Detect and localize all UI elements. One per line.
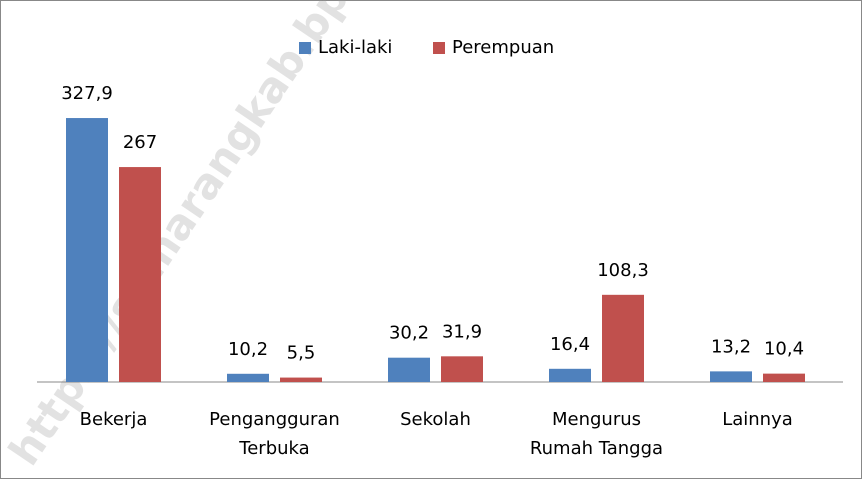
bar [549, 368, 591, 382]
data-label: 30,2 [389, 323, 429, 344]
bar [227, 373, 269, 382]
x-tick-label: Lainnya [722, 409, 793, 430]
legend-swatch [433, 42, 445, 54]
legend-label: Perempuan [452, 37, 554, 58]
bar [119, 167, 161, 382]
legend-swatch [299, 42, 311, 54]
bar [66, 118, 108, 382]
x-tick-label: Sekolah [400, 409, 471, 430]
data-label: 108,3 [597, 260, 649, 281]
bar [763, 373, 805, 382]
data-label: 31,9 [442, 321, 482, 342]
data-label: 5,5 [287, 343, 316, 364]
data-label: 10,4 [764, 339, 804, 360]
data-label: 267 [123, 132, 157, 153]
data-label: 327,9 [61, 83, 113, 104]
bar [280, 377, 322, 382]
x-tick-label: Pengangguran [209, 409, 340, 430]
bar [441, 356, 483, 382]
bar [710, 371, 752, 382]
bar [388, 357, 430, 382]
data-label: 10,2 [228, 339, 268, 360]
x-tick-label: Rumah Tangga [530, 438, 663, 459]
x-tick-label: Mengurus [552, 409, 641, 430]
data-label: 13,2 [711, 336, 751, 357]
x-tick-label: Terbuka [238, 438, 309, 459]
bar [602, 294, 644, 382]
x-tick-label: Bekerja [80, 409, 148, 430]
legend-label: Laki-laki [318, 37, 392, 58]
data-label: 16,4 [550, 334, 590, 355]
